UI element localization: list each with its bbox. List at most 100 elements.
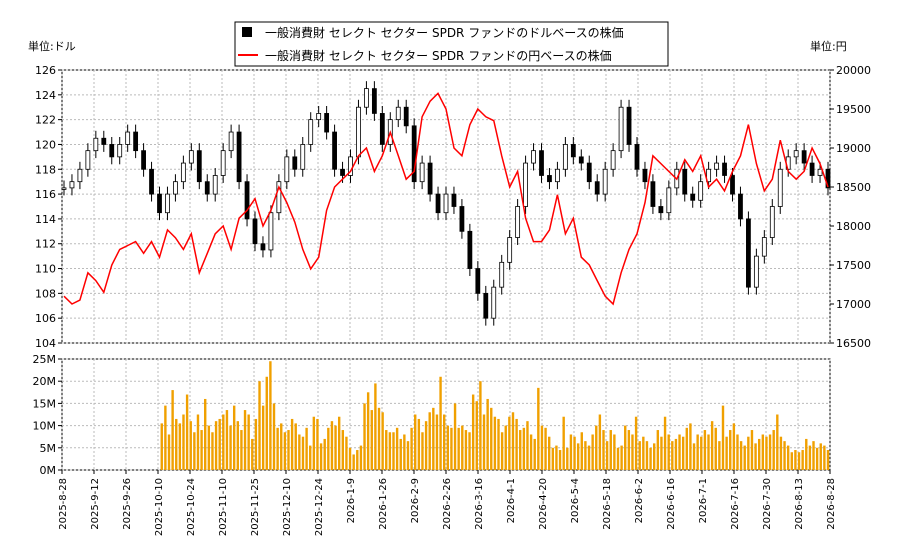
volume-bar	[261, 405, 265, 470]
volume-bar	[385, 430, 388, 470]
volume-bar	[776, 414, 779, 470]
volume-bar	[678, 434, 681, 470]
dollar-candle	[61, 187, 67, 190]
y-right-tick-label: 19000	[836, 142, 871, 155]
x-tick-label: 2025-10-24	[186, 478, 197, 536]
dollar-candle	[738, 193, 743, 220]
volume-bar	[377, 407, 381, 470]
dollar-candle	[658, 206, 664, 214]
volume-bar	[761, 434, 765, 470]
dollar-candle	[451, 193, 457, 207]
volume-bar	[178, 423, 182, 470]
dollar-candle	[793, 150, 799, 158]
volume-bar	[500, 432, 504, 470]
volume-bar	[229, 425, 232, 470]
dollar-candle	[284, 156, 290, 183]
volume-bar	[175, 418, 178, 470]
volume-bar	[316, 418, 319, 470]
volume-bar	[207, 425, 211, 470]
volume-bar	[171, 390, 174, 470]
volume-bar	[269, 361, 272, 470]
volume-bar	[573, 436, 576, 470]
dollar-candle	[395, 106, 401, 121]
dollar-candle	[379, 113, 385, 145]
volume-bar	[613, 434, 616, 470]
volume-bar	[479, 381, 482, 470]
volume-bar	[283, 432, 287, 470]
volume-bar	[710, 421, 714, 470]
volume-bar	[718, 441, 721, 470]
volume-bar	[758, 438, 761, 470]
volume-bar	[587, 445, 591, 470]
volume-bar	[801, 450, 804, 470]
volume-bar	[222, 414, 225, 470]
volume-bar	[794, 450, 797, 470]
dollar-candle	[276, 181, 282, 214]
dollar-candle	[594, 181, 600, 195]
volume-bar	[562, 416, 565, 470]
volume-bar	[797, 452, 801, 470]
dollar-candle	[578, 156, 584, 164]
dollar-candle	[722, 162, 727, 176]
volume-bar	[471, 394, 475, 470]
dollar-candle	[308, 119, 314, 145]
volume-bar	[732, 423, 736, 470]
volume-bar	[537, 387, 540, 470]
dollar-candle	[523, 162, 528, 207]
dollar-candle	[491, 286, 497, 319]
y-left-tick-label: 106	[35, 312, 56, 325]
volume-bar	[482, 414, 486, 470]
volume-bar	[272, 403, 276, 470]
volume-bar	[294, 423, 297, 470]
x-tick-label: 2025-9-26	[122, 478, 133, 530]
volume-bar	[359, 445, 363, 470]
volume-bar	[685, 427, 688, 470]
dollar-candle	[180, 162, 186, 183]
dollar-candle	[602, 168, 608, 195]
volume-bar	[189, 421, 192, 470]
x-tick-label: 2026-4-20	[538, 478, 549, 530]
volume-bar	[319, 443, 323, 470]
x-tick-label: 2026-7-30	[762, 478, 773, 530]
dollar-candle	[610, 150, 616, 170]
volume-bar	[747, 436, 750, 470]
volume-bar	[812, 441, 815, 470]
volume-bar	[298, 434, 301, 470]
legend-box	[234, 21, 669, 67]
legend-label-yen: 一般消費財 セレクト セクター SPDR ファンドの円ベースの株価	[265, 48, 612, 63]
volume-bar	[692, 443, 696, 470]
dollar-candle	[356, 106, 361, 158]
dollar-candle	[141, 150, 146, 170]
x-tick-label: 2026-1-9	[346, 478, 357, 523]
dollar-candle	[777, 168, 783, 207]
x-tick-label: 2025-12-10	[282, 478, 293, 536]
dollar-candle	[212, 175, 218, 195]
dollar-candle	[85, 150, 91, 170]
volume-bar	[432, 407, 435, 470]
volume-bar	[309, 445, 312, 470]
volume-bar	[352, 454, 355, 470]
volume-bar	[765, 436, 768, 470]
volume-bar	[410, 427, 413, 470]
dollar-candle	[547, 175, 552, 183]
volume-bar	[236, 421, 240, 470]
volume-bar	[374, 383, 377, 470]
dollar-candle	[746, 218, 751, 288]
volume-bar	[218, 418, 221, 470]
volume-bar	[363, 403, 366, 470]
y-left-tick-label: 116	[35, 188, 56, 201]
volume-bar	[786, 445, 790, 470]
dollar-candle	[69, 181, 75, 189]
volume-bar	[823, 445, 826, 470]
y-right-tick-label: 18500	[836, 181, 871, 194]
dollar-candle	[761, 237, 767, 257]
x-tick-label: 2026-4-1	[506, 478, 517, 523]
volume-bar	[826, 450, 830, 470]
volume-bar	[591, 434, 594, 470]
volume-bar	[366, 392, 370, 470]
volume-bar	[696, 434, 699, 470]
volume-bar	[634, 416, 638, 470]
volume-bar	[671, 441, 674, 470]
volume-bar	[160, 423, 163, 470]
dollar-candle	[483, 292, 489, 319]
